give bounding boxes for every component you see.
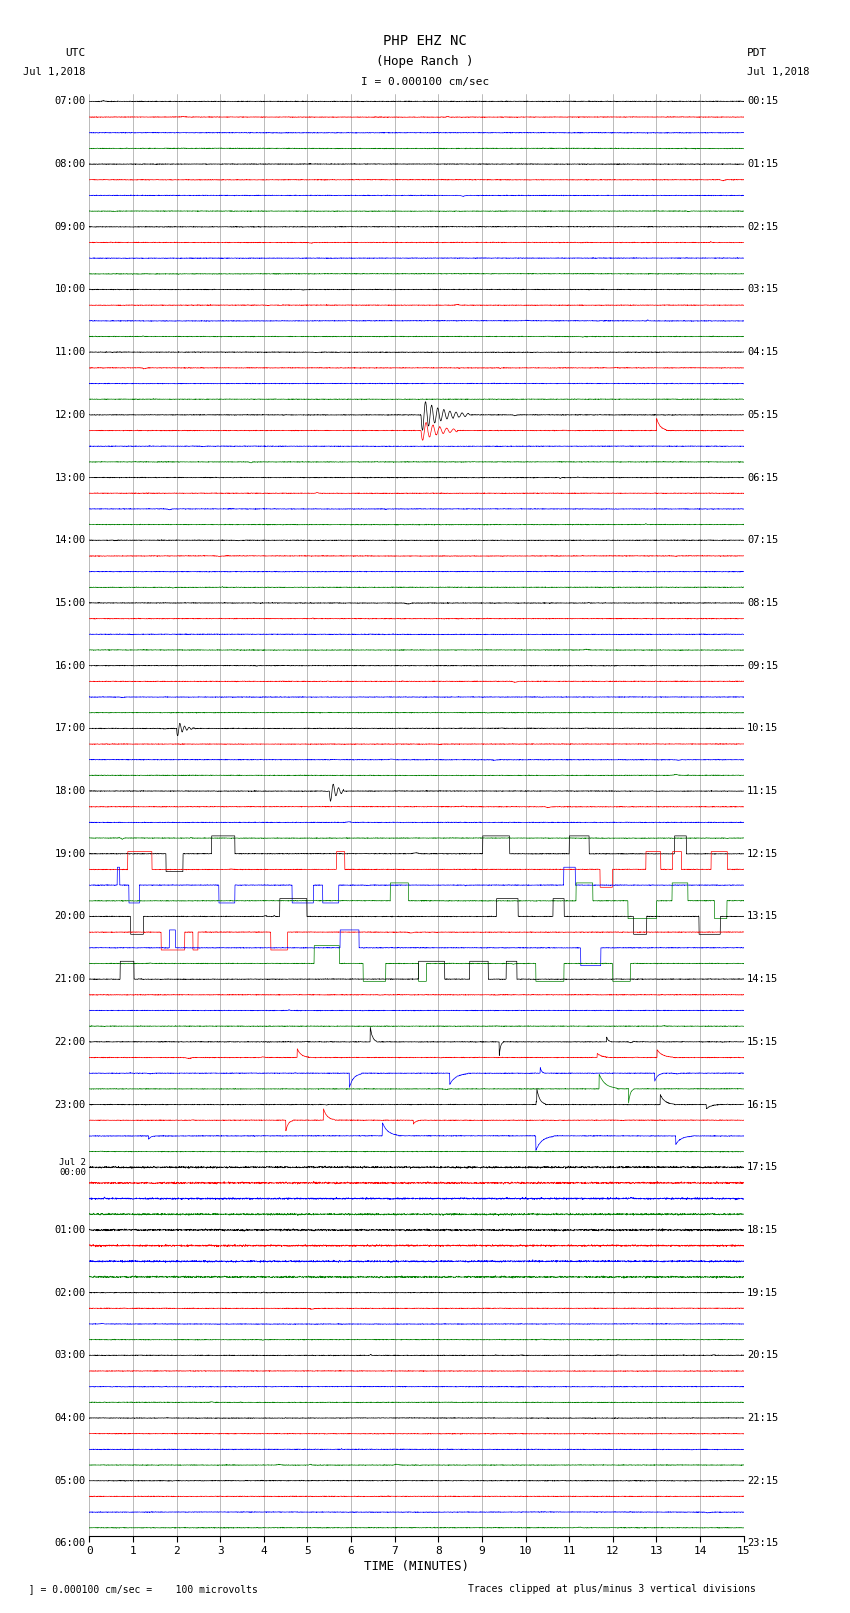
Text: 09:15: 09:15 [747, 661, 779, 671]
Text: I = 0.000100 cm/sec: I = 0.000100 cm/sec [361, 77, 489, 87]
Text: 02:00: 02:00 [54, 1287, 86, 1297]
Text: 23:00: 23:00 [54, 1100, 86, 1110]
Text: 07:00: 07:00 [54, 97, 86, 106]
Text: 21:15: 21:15 [747, 1413, 779, 1423]
Text: 01:00: 01:00 [54, 1224, 86, 1236]
Text: 04:15: 04:15 [747, 347, 779, 356]
Text: 03:00: 03:00 [54, 1350, 86, 1360]
Text: 00:15: 00:15 [747, 97, 779, 106]
Text: 16:15: 16:15 [747, 1100, 779, 1110]
Text: 18:00: 18:00 [54, 786, 86, 797]
Text: 22:15: 22:15 [747, 1476, 779, 1486]
Text: 14:15: 14:15 [747, 974, 779, 984]
Text: (Hope Ranch ): (Hope Ranch ) [377, 55, 473, 68]
Text: 10:00: 10:00 [54, 284, 86, 295]
Text: Jul 1,2018: Jul 1,2018 [747, 68, 810, 77]
Text: 06:00: 06:00 [54, 1539, 86, 1548]
Text: 09:00: 09:00 [54, 221, 86, 232]
Text: 16:00: 16:00 [54, 661, 86, 671]
Text: 21:00: 21:00 [54, 974, 86, 984]
Text: 17:00: 17:00 [54, 723, 86, 734]
Text: PDT: PDT [747, 48, 768, 58]
Text: 22:00: 22:00 [54, 1037, 86, 1047]
Text: 05:15: 05:15 [747, 410, 779, 419]
Text: 12:00: 12:00 [54, 410, 86, 419]
Text: 10:15: 10:15 [747, 723, 779, 734]
Text: 13:00: 13:00 [54, 473, 86, 482]
Text: 12:15: 12:15 [747, 848, 779, 858]
Text: 18:15: 18:15 [747, 1224, 779, 1236]
Text: 17:15: 17:15 [747, 1163, 779, 1173]
Text: 11:15: 11:15 [747, 786, 779, 797]
Text: 23:15: 23:15 [747, 1539, 779, 1548]
Text: 02:15: 02:15 [747, 221, 779, 232]
Text: 13:15: 13:15 [747, 911, 779, 921]
Text: ] = 0.000100 cm/sec =    100 microvolts: ] = 0.000100 cm/sec = 100 microvolts [17, 1584, 258, 1594]
Text: 08:15: 08:15 [747, 598, 779, 608]
Text: 15:15: 15:15 [747, 1037, 779, 1047]
Text: 11:00: 11:00 [54, 347, 86, 356]
Text: 05:00: 05:00 [54, 1476, 86, 1486]
Text: Jul 2
00:00: Jul 2 00:00 [59, 1158, 86, 1177]
Text: 03:15: 03:15 [747, 284, 779, 295]
Text: 04:00: 04:00 [54, 1413, 86, 1423]
Text: PHP EHZ NC: PHP EHZ NC [383, 34, 467, 48]
Text: 20:15: 20:15 [747, 1350, 779, 1360]
Text: Jul 1,2018: Jul 1,2018 [23, 68, 86, 77]
Text: 14:00: 14:00 [54, 536, 86, 545]
Text: 08:00: 08:00 [54, 160, 86, 169]
Text: 07:15: 07:15 [747, 536, 779, 545]
Text: 19:00: 19:00 [54, 848, 86, 858]
X-axis label: TIME (MINUTES): TIME (MINUTES) [364, 1560, 469, 1573]
Text: Traces clipped at plus/minus 3 vertical divisions: Traces clipped at plus/minus 3 vertical … [468, 1584, 756, 1594]
Text: 15:00: 15:00 [54, 598, 86, 608]
Text: 19:15: 19:15 [747, 1287, 779, 1297]
Text: 20:00: 20:00 [54, 911, 86, 921]
Text: 01:15: 01:15 [747, 160, 779, 169]
Text: UTC: UTC [65, 48, 86, 58]
Text: 06:15: 06:15 [747, 473, 779, 482]
